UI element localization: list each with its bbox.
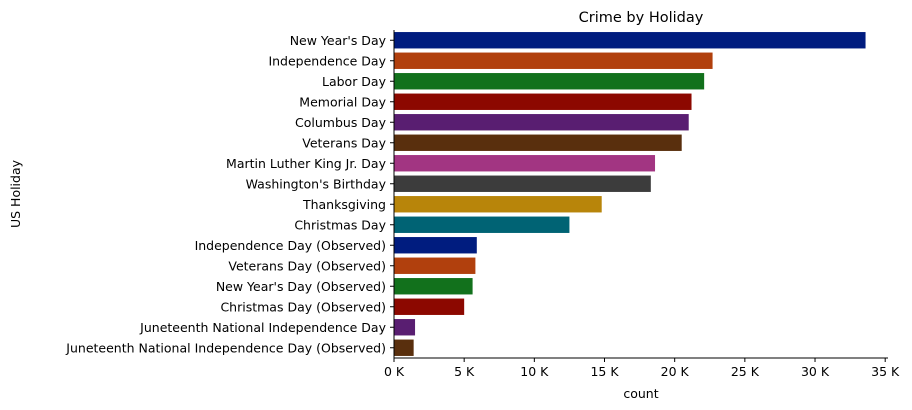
- x-tick-label-3: 15 K: [590, 364, 619, 379]
- bar-14: [394, 319, 416, 336]
- chart-title: Crime by Holiday: [579, 10, 704, 26]
- bar-15: [394, 339, 414, 356]
- y-tick-label-1: Independence Day: [268, 53, 386, 68]
- y-tick-label-4: Columbus Day: [295, 115, 387, 130]
- x-tick-label-6: 30 K: [801, 364, 830, 379]
- bar-12: [394, 278, 473, 295]
- y-tick-label-7: Washington's Birthday: [246, 176, 387, 191]
- y-tick-label-5: Veterans Day: [302, 135, 386, 150]
- x-tick-label-1: 5 K: [454, 364, 475, 379]
- bars-group: [394, 32, 866, 356]
- x-tick-label-0: 0 K: [384, 364, 405, 379]
- bar-2: [394, 73, 705, 90]
- y-tick-label-2: Labor Day: [322, 74, 387, 89]
- y-tick-label-6: Martin Luther King Jr. Day: [226, 156, 387, 171]
- x-tick-label-2: 10 K: [520, 364, 549, 379]
- bar-11: [394, 257, 476, 274]
- bar-1: [394, 52, 713, 69]
- bar-10: [394, 237, 477, 254]
- bar-8: [394, 196, 602, 213]
- bar-9: [394, 216, 570, 233]
- x-tick-label-7: 35 K: [871, 364, 900, 379]
- y-tick-label-8: Thanksgiving: [302, 197, 386, 212]
- x-axis-ticks: 0 K 5 K 10 K 15 K 20 K 25 K 30 K 35 K: [384, 358, 900, 379]
- bar-3: [394, 93, 692, 110]
- bar-0: [394, 32, 866, 49]
- bar-6: [394, 155, 656, 172]
- y-tick-label-0: New Year's Day: [290, 33, 387, 48]
- y-axis-label: US Holiday: [8, 159, 23, 228]
- y-tick-label-12: New Year's Day (Observed): [216, 279, 386, 294]
- x-tick-label-4: 20 K: [661, 364, 690, 379]
- bar-13: [394, 298, 465, 315]
- y-tick-label-14: Juneteenth National Independence Day: [139, 320, 386, 335]
- y-tick-label-9: Christmas Day: [294, 217, 386, 232]
- y-tick-label-11: Veterans Day (Observed): [228, 258, 386, 273]
- bar-4: [394, 114, 689, 131]
- bar-5: [394, 134, 682, 151]
- y-tick-label-3: Memorial Day: [299, 94, 386, 109]
- y-tick-label-13: Christmas Day (Observed): [220, 299, 386, 314]
- bar-7: [394, 175, 651, 192]
- x-tick-label-5: 25 K: [731, 364, 760, 379]
- y-axis-ticks: New Year's Day Independence Day Labor Day M…: [65, 33, 394, 355]
- y-tick-label-15: Juneteenth National Independence Day (Ob…: [65, 340, 386, 355]
- x-axis-label: count: [623, 386, 658, 401]
- y-tick-label-10: Independence Day (Observed): [195, 238, 386, 253]
